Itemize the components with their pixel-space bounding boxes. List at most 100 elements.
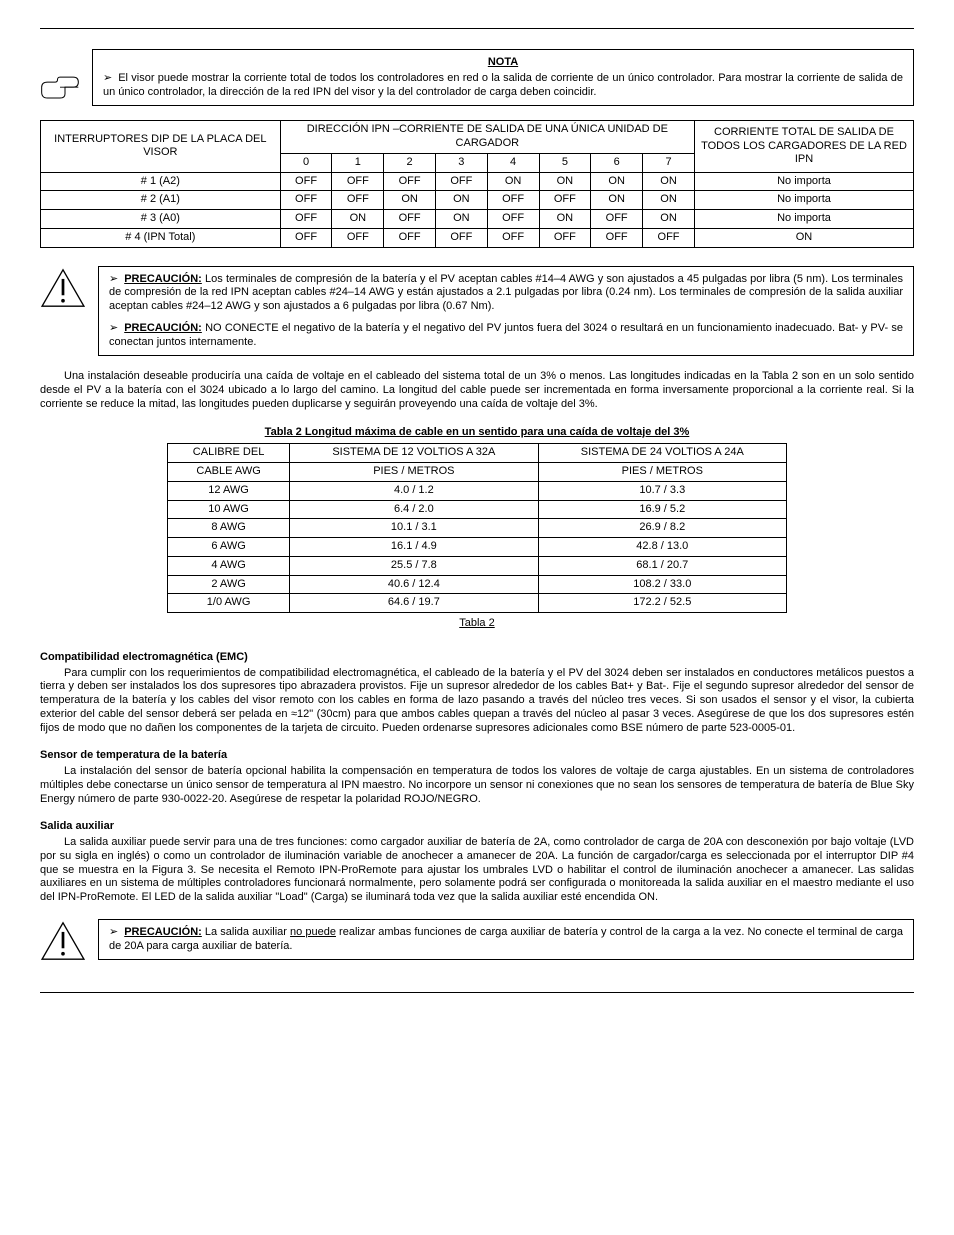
- caution1-p2: PRECAUCIÓN: NO CONECTE el negativo de la…: [109, 322, 903, 350]
- dip-cell: ON: [643, 210, 695, 229]
- dip-mid-header: DIRECCIÓN IPN –CORRIENTE DE SALIDA DE UN…: [280, 121, 694, 154]
- wire-h2c: PIES / METROS: [538, 463, 786, 482]
- dip-col: 3: [435, 153, 487, 172]
- wire-cell: 40.6 / 12.4: [290, 575, 538, 594]
- dip-cell: ON: [643, 191, 695, 210]
- dip-cell: OFF: [332, 228, 384, 247]
- wire-cell: 172.2 / 52.5: [538, 594, 786, 613]
- wire-cell: 2 AWG: [168, 575, 290, 594]
- dip-cell: OFF: [591, 228, 643, 247]
- dip-cell: OFF: [487, 228, 539, 247]
- dip-total: No importa: [695, 172, 914, 191]
- dip-col: 1: [332, 153, 384, 172]
- wire-cell: 1/0 AWG: [168, 594, 290, 613]
- dip-cell: ON: [435, 191, 487, 210]
- table2-title: Tabla 2 Longitud máxima de cable en un s…: [40, 426, 914, 440]
- dip-cell: OFF: [487, 191, 539, 210]
- dip-total: No importa: [695, 191, 914, 210]
- aux-text: La salida auxiliar puede servir para una…: [40, 836, 914, 905]
- dip-cell: OFF: [280, 172, 332, 191]
- dip-cell: OFF: [591, 210, 643, 229]
- dip-cell: OFF: [384, 210, 436, 229]
- note-box: NOTA El visor puede mostrar la corriente…: [92, 49, 914, 106]
- caution1-p1: PRECAUCIÓN: Los terminales de compresión…: [109, 273, 903, 314]
- dip-cell: ON: [487, 172, 539, 191]
- wire-cell: 10.1 / 3.1: [290, 519, 538, 538]
- dip-cell: OFF: [384, 172, 436, 191]
- dip-total: ON: [695, 228, 914, 247]
- dip-cell: ON: [435, 210, 487, 229]
- wire-cell: 25.5 / 7.8: [290, 556, 538, 575]
- dip-cell: OFF: [487, 210, 539, 229]
- aux-title: Salida auxiliar: [40, 820, 914, 834]
- dip-cell: OFF: [643, 228, 695, 247]
- sensor-text: La instalación del sensor de batería opc…: [40, 765, 914, 806]
- wire-cell: 8 AWG: [168, 519, 290, 538]
- wire-cell: 68.1 / 20.7: [538, 556, 786, 575]
- dip-col: 5: [539, 153, 591, 172]
- dip-col: 4: [487, 153, 539, 172]
- sensor-title: Sensor de temperatura de la batería: [40, 749, 914, 763]
- dip-cell: OFF: [384, 228, 436, 247]
- dip-cell: ON: [643, 172, 695, 191]
- wire-cell: 4.0 / 1.2: [290, 481, 538, 500]
- dip-cell: ON: [332, 210, 384, 229]
- emc-text: Para cumplir con los requerimientos de c…: [40, 667, 914, 736]
- top-rule: [40, 28, 914, 29]
- wire-h1a: CALIBRE DEL: [168, 444, 290, 463]
- wire-cell: 16.9 / 5.2: [538, 500, 786, 519]
- wire-cell: 64.6 / 19.7: [290, 594, 538, 613]
- dip-cell: OFF: [280, 210, 332, 229]
- dip-col: 6: [591, 153, 643, 172]
- dip-cell: ON: [539, 210, 591, 229]
- dip-col: 0: [280, 153, 332, 172]
- dip-right-header: CORRIENTE TOTAL DE SALIDA DE TODOS LOS C…: [695, 121, 914, 172]
- dip-cell: OFF: [539, 191, 591, 210]
- dip-total: No importa: [695, 210, 914, 229]
- dip-cell: OFF: [435, 172, 487, 191]
- wire-cell: 10 AWG: [168, 500, 290, 519]
- warning-triangle-icon: [40, 268, 86, 313]
- wire-cell: 108.2 / 33.0: [538, 575, 786, 594]
- wire-h1c: SISTEMA DE 24 VOLTIOS A 24A: [538, 444, 786, 463]
- wire-cell: 4 AWG: [168, 556, 290, 575]
- wire-cell: 16.1 / 4.9: [290, 538, 538, 557]
- dip-cell: ON: [591, 191, 643, 210]
- note-row: NOTA El visor puede mostrar la corriente…: [40, 49, 914, 106]
- dip-col: 2: [384, 153, 436, 172]
- wire-cell: 6.4 / 2.0: [290, 500, 538, 519]
- wire-cell: 10.7 / 3.3: [538, 481, 786, 500]
- caution-row-2: PRECAUCIÓN: La salida auxiliar no puede …: [40, 919, 914, 966]
- dip-row-name: # 2 (A1): [41, 191, 281, 210]
- dip-row-name: # 1 (A2): [41, 172, 281, 191]
- wire-length-table: CALIBRE DEL SISTEMA DE 12 VOLTIOS A 32A …: [167, 443, 787, 613]
- dip-left-header: INTERRUPTORES DIP DE LA PLACA DEL VISOR: [41, 121, 281, 172]
- emc-title: Compatibilidad electromagnética (EMC): [40, 651, 914, 665]
- wire-cell: 42.8 / 13.0: [538, 538, 786, 557]
- wire-cell: 12 AWG: [168, 481, 290, 500]
- dip-row-name: # 4 (IPN Total): [41, 228, 281, 247]
- dip-cell: OFF: [435, 228, 487, 247]
- dip-cell: ON: [539, 172, 591, 191]
- dip-cell: OFF: [539, 228, 591, 247]
- dip-switch-table: INTERRUPTORES DIP DE LA PLACA DEL VISOR …: [40, 120, 914, 247]
- dip-cell: OFF: [332, 172, 384, 191]
- dip-cell: OFF: [280, 191, 332, 210]
- dip-cell: ON: [384, 191, 436, 210]
- wire-h2b: PIES / METROS: [290, 463, 538, 482]
- warning-triangle-icon: [40, 921, 86, 966]
- note-text: El visor puede mostrar la corriente tota…: [103, 72, 903, 100]
- dip-col: 7: [643, 153, 695, 172]
- pointing-hand-icon: [40, 75, 80, 106]
- wire-h1b: SISTEMA DE 12 VOLTIOS A 32A: [290, 444, 538, 463]
- dip-row-name: # 3 (A0): [41, 210, 281, 229]
- note-heading: NOTA: [103, 56, 903, 70]
- dip-cell: OFF: [332, 191, 384, 210]
- caution-row-1: PRECAUCIÓN: Los terminales de compresión…: [40, 266, 914, 357]
- caution-box-2: PRECAUCIÓN: La salida auxiliar no puede …: [98, 919, 914, 961]
- table2-footer: Tabla 2: [40, 617, 914, 631]
- wire-h2a: CABLE AWG: [168, 463, 290, 482]
- dip-cell: ON: [591, 172, 643, 191]
- wire-cell: 6 AWG: [168, 538, 290, 557]
- para-voltage-drop: Una instalación deseable produciría una …: [40, 370, 914, 411]
